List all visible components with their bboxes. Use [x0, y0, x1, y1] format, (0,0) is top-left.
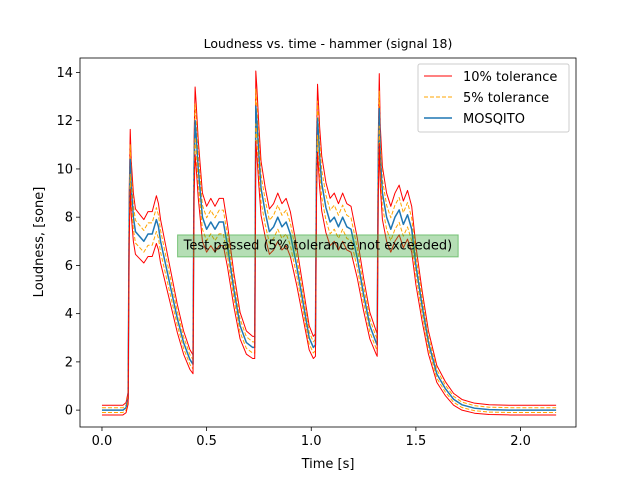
annotation-text: Test passed (5% tolerance not exceeded)	[183, 238, 453, 253]
legend-frame	[417, 63, 570, 133]
y-tick-label: 14	[56, 66, 73, 81]
y-tick-label: 10	[56, 162, 73, 177]
y-tick-label: 0	[65, 404, 73, 419]
y-tick-label: 12	[56, 114, 73, 129]
y-tick-label: 8	[65, 211, 73, 226]
axes-frame	[79, 57, 577, 428]
series-line-3	[101, 123, 557, 414]
x-tick-label: 0.0	[92, 434, 113, 449]
x-tick-label: 1.0	[301, 434, 322, 449]
y-tick-label: 6	[65, 259, 73, 274]
x-axis-label: Time [s]	[301, 457, 355, 472]
x-ticks: 0.0 0.5 1.0 1.5 2.0	[92, 427, 531, 449]
legend: 10% tolerance 5% tolerance MOSQITO	[417, 63, 570, 133]
series-line-1	[101, 88, 557, 409]
y-tick-label: 4	[65, 307, 73, 322]
x-tick-label: 2.0	[510, 434, 531, 449]
legend-label: MOSQITO	[463, 112, 525, 127]
legend-entries: 10% tolerance 5% tolerance MOSQITO	[424, 70, 557, 127]
x-tick-label: 1.5	[406, 434, 427, 449]
series-line-4	[101, 140, 557, 416]
y-tick-label: 2	[65, 355, 73, 370]
series-layer	[101, 70, 557, 416]
legend-label: 5% tolerance	[463, 91, 549, 106]
plot-area	[101, 70, 557, 416]
annotation: Test passed (5% tolerance not exceeded)	[177, 234, 459, 258]
annotation-box	[177, 234, 459, 258]
series-line-2	[101, 105, 557, 411]
y-axis-label: Loudness, [sone]	[32, 187, 47, 298]
x-tick-label: 0.5	[196, 434, 217, 449]
y-ticks: 0 2 4 6 8 10 12 14	[56, 66, 80, 419]
series-line-0	[101, 70, 557, 406]
legend-label: 10% tolerance	[463, 70, 557, 85]
chart-title: Loudness vs. time - hammer (signal 18)	[204, 36, 453, 51]
